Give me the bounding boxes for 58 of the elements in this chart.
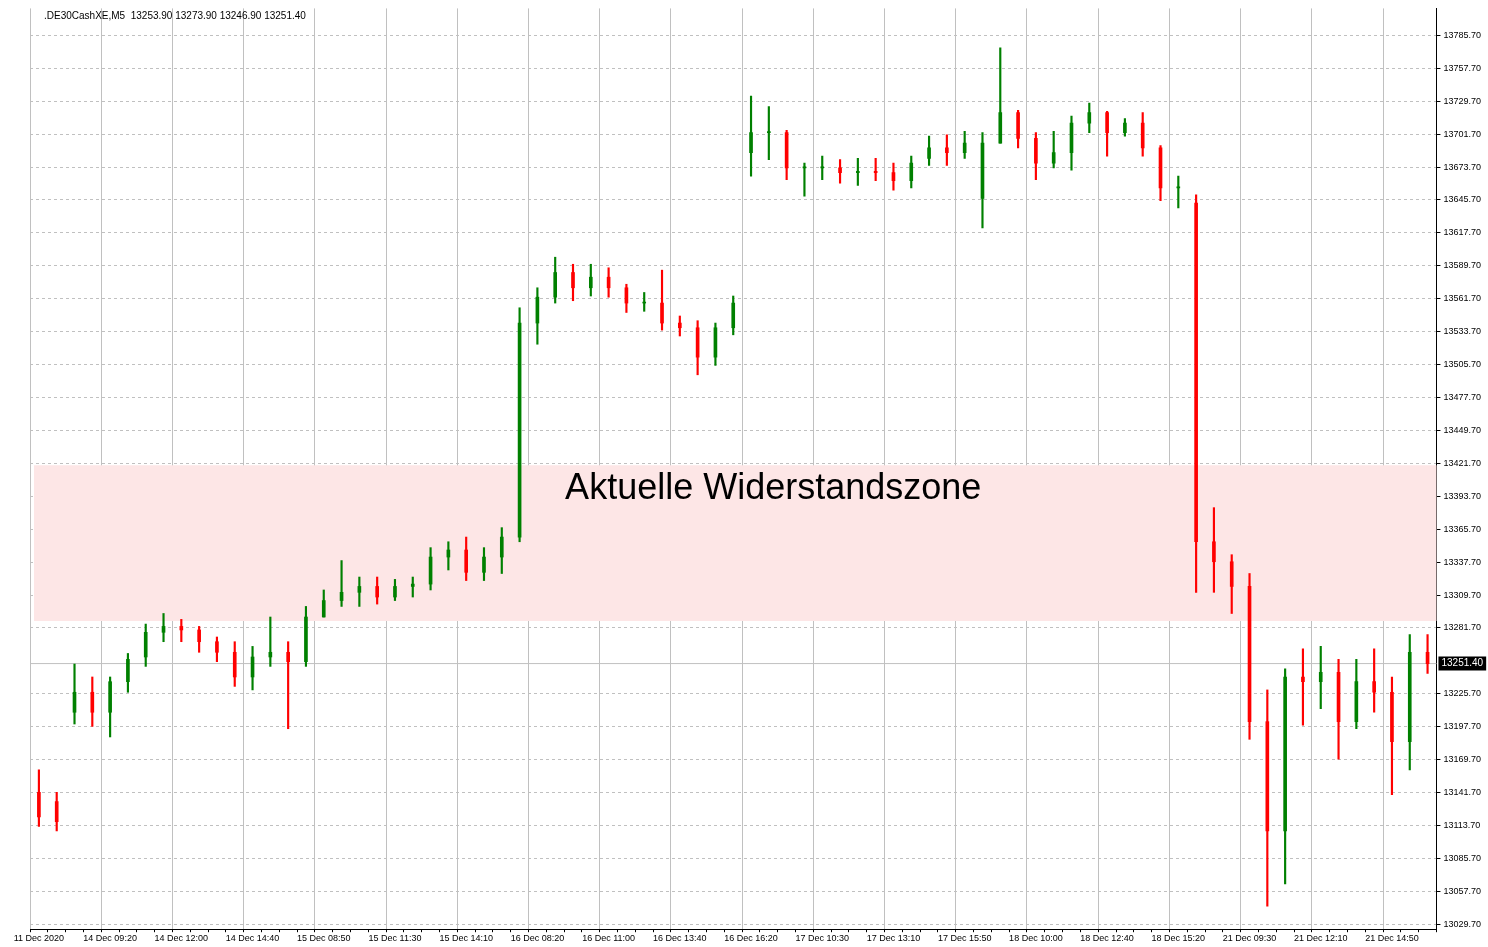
y-tick-label: 13729.70 bbox=[1443, 95, 1482, 106]
x-tick-label: 15 Dec 14:10 bbox=[439, 933, 493, 944]
band-label: Aktuelle Widerstandszone bbox=[565, 465, 982, 507]
y-tick-label: 13673.70 bbox=[1443, 161, 1482, 172]
chart-title: .DE30CashXE,M5 13253.90 13273.90 13246.90 13251.40 bbox=[44, 10, 307, 22]
candlestick bbox=[749, 95, 753, 177]
y-tick-label: 13309.70 bbox=[1443, 589, 1482, 600]
y-tick-label: 13113.70 bbox=[1443, 819, 1481, 830]
x-tick-label: 14 Dec 14:40 bbox=[225, 933, 280, 944]
x-tick-label: 17 Dec 15:50 bbox=[937, 933, 992, 944]
x-tick-label: 14 Dec 09:20 bbox=[83, 933, 137, 944]
y-tick-label: 13477.70 bbox=[1443, 391, 1482, 402]
candlestick bbox=[1390, 676, 1394, 795]
x-tick-label: 18 Dec 15:20 bbox=[1151, 933, 1206, 944]
y-tick-label: 13533.70 bbox=[1443, 326, 1482, 337]
x-tick-label: 14 Dec 12:00 bbox=[154, 933, 209, 944]
y-tick-label: 13393.70 bbox=[1443, 490, 1482, 501]
y-tick-label: 13029.70 bbox=[1443, 918, 1482, 929]
candlestick bbox=[838, 159, 842, 184]
x-tick-label: 17 Dec 13:10 bbox=[866, 933, 921, 944]
candlestick bbox=[660, 269, 664, 331]
y-tick-label: 13337.70 bbox=[1443, 556, 1482, 567]
x-tick-label: 21 Dec 12:10 bbox=[1293, 933, 1348, 944]
y-tick-label: 13281.70 bbox=[1443, 622, 1482, 633]
y-tick-label: 13589.70 bbox=[1443, 260, 1482, 271]
x-tick-label: 15 Dec 11:30 bbox=[368, 933, 422, 944]
y-tick-label: 13085.70 bbox=[1443, 852, 1482, 863]
y-tick-label: 13701.70 bbox=[1443, 128, 1482, 139]
x-tick-label: 18 Dec 10:00 bbox=[1009, 933, 1063, 944]
x-tick-label: 11 Dec 2020 bbox=[13, 933, 65, 944]
candlestick bbox=[482, 547, 486, 581]
x-tick-label: 17 Dec 10:30 bbox=[795, 933, 850, 944]
y-tick-label: 13365.70 bbox=[1443, 523, 1482, 534]
candlestick bbox=[571, 263, 575, 302]
y-tick-label: 13197.70 bbox=[1443, 721, 1482, 732]
y-tick-label: 13505.70 bbox=[1443, 359, 1482, 370]
candlestick bbox=[393, 579, 397, 601]
x-tick-label: 21 Dec 14:50 bbox=[1365, 933, 1419, 944]
y-tick-label: 13449.70 bbox=[1443, 424, 1482, 435]
y-tick-label: 13561.70 bbox=[1443, 293, 1482, 304]
ref-line-label: 13251.40 bbox=[1441, 657, 1484, 669]
x-tick-label: 18 Dec 12:40 bbox=[1080, 933, 1134, 944]
y-tick-label: 13141.70 bbox=[1443, 787, 1482, 798]
y-tick-label: 13169.70 bbox=[1443, 754, 1482, 765]
y-tick-label: 13645.70 bbox=[1443, 194, 1482, 205]
y-tick-label: 13421.70 bbox=[1443, 457, 1482, 468]
candlestick bbox=[767, 106, 771, 160]
x-tick-label: 16 Dec 16:20 bbox=[724, 933, 778, 944]
x-tick-label: 15 Dec 08:50 bbox=[296, 933, 351, 944]
y-tick-label: 13785.70 bbox=[1443, 29, 1482, 40]
x-tick-label: 21 Dec 09:30 bbox=[1222, 933, 1277, 944]
x-tick-label: 16 Dec 08:20 bbox=[510, 933, 565, 944]
x-tick-label: 16 Dec 11:00 bbox=[582, 933, 636, 944]
y-tick-label: 13757.70 bbox=[1443, 62, 1482, 73]
x-tick-label: 16 Dec 13:40 bbox=[653, 933, 707, 944]
y-tick-label: 13225.70 bbox=[1443, 688, 1482, 699]
y-tick-label: 13057.70 bbox=[1443, 885, 1482, 896]
y-tick-label: 13617.70 bbox=[1443, 227, 1482, 238]
